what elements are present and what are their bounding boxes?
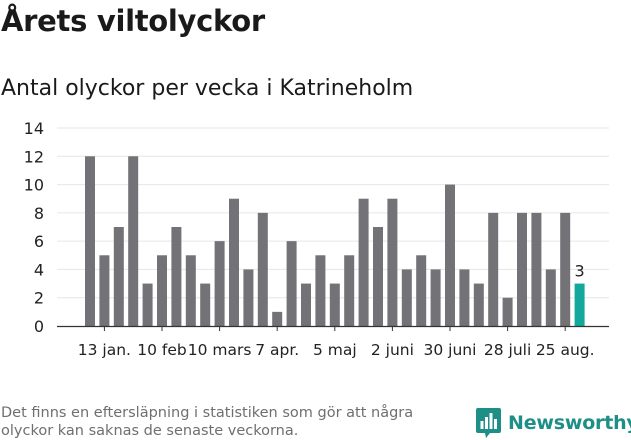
bar: [430, 269, 441, 326]
bar: [85, 156, 95, 326]
bar: [473, 283, 484, 326]
brand-name: Newsworthy: [508, 412, 631, 434]
bar: [214, 241, 225, 326]
bar: [99, 255, 110, 326]
x-tick-label: 10 mars: [188, 341, 252, 359]
bar: [171, 227, 182, 326]
bar: [401, 269, 412, 326]
bar: [286, 241, 297, 326]
bar: [185, 255, 196, 326]
bar: [459, 269, 470, 326]
bar: [329, 283, 340, 326]
x-tick-label: 30 juni: [424, 341, 477, 359]
x-tick-label: 28 juli: [484, 341, 531, 359]
bar: [229, 198, 239, 326]
bar: [200, 283, 211, 326]
bar: [387, 198, 398, 326]
bar: [517, 212, 527, 326]
y-tick-label: 4: [34, 260, 44, 279]
y-tick-label: 2: [34, 289, 44, 308]
bar: [272, 311, 283, 326]
bar: [301, 283, 311, 326]
chart-title: Årets viltolyckor: [1, 4, 265, 38]
x-tick-label: 10 feb: [137, 341, 186, 359]
bar: [358, 198, 369, 326]
bar: [560, 212, 571, 326]
chart-subtitle: Antal olyckor per vecka i Katrineholm: [1, 76, 414, 101]
bar: [531, 212, 542, 326]
newsworthy-logo-icon: [476, 408, 501, 438]
bar-chart: 0 2 4 6 8 10 12 14 3 13 jan. 10 feb 10 mars 7 apr. 5 …: [24, 119, 609, 359]
bar: [257, 212, 268, 326]
bar: [502, 297, 513, 326]
highlight-value-label: 3: [575, 262, 585, 281]
y-tick-label: 14: [24, 119, 44, 138]
bar: [157, 255, 167, 326]
bar: [344, 255, 355, 326]
bar-highlight: [574, 283, 585, 326]
bar: [445, 184, 455, 326]
bar: [128, 156, 139, 326]
y-tick-label: 8: [34, 204, 44, 223]
bar: [315, 255, 326, 326]
y-tick-label: 10: [24, 176, 44, 195]
brand-logo: Newsworthy: [476, 408, 631, 438]
bar: [545, 269, 556, 326]
x-tick-label: 2 juni: [371, 341, 414, 359]
x-tick-label: 25 aug.: [536, 341, 595, 359]
bar: [488, 212, 499, 326]
x-tick-label: 7 apr.: [255, 341, 299, 359]
x-tick-label: 5 maj: [313, 341, 357, 359]
bar: [113, 227, 124, 326]
bar: [373, 227, 383, 326]
bar: [416, 255, 427, 326]
bar: [243, 269, 254, 326]
y-tick-label: 0: [34, 317, 44, 336]
bar: [142, 283, 153, 326]
footnote: Det finns en eftersläpning i statistiken…: [1, 405, 414, 439]
x-tick-label: 13 jan.: [78, 341, 131, 359]
y-tick-label: 6: [34, 232, 44, 251]
y-tick-label: 12: [24, 147, 44, 166]
